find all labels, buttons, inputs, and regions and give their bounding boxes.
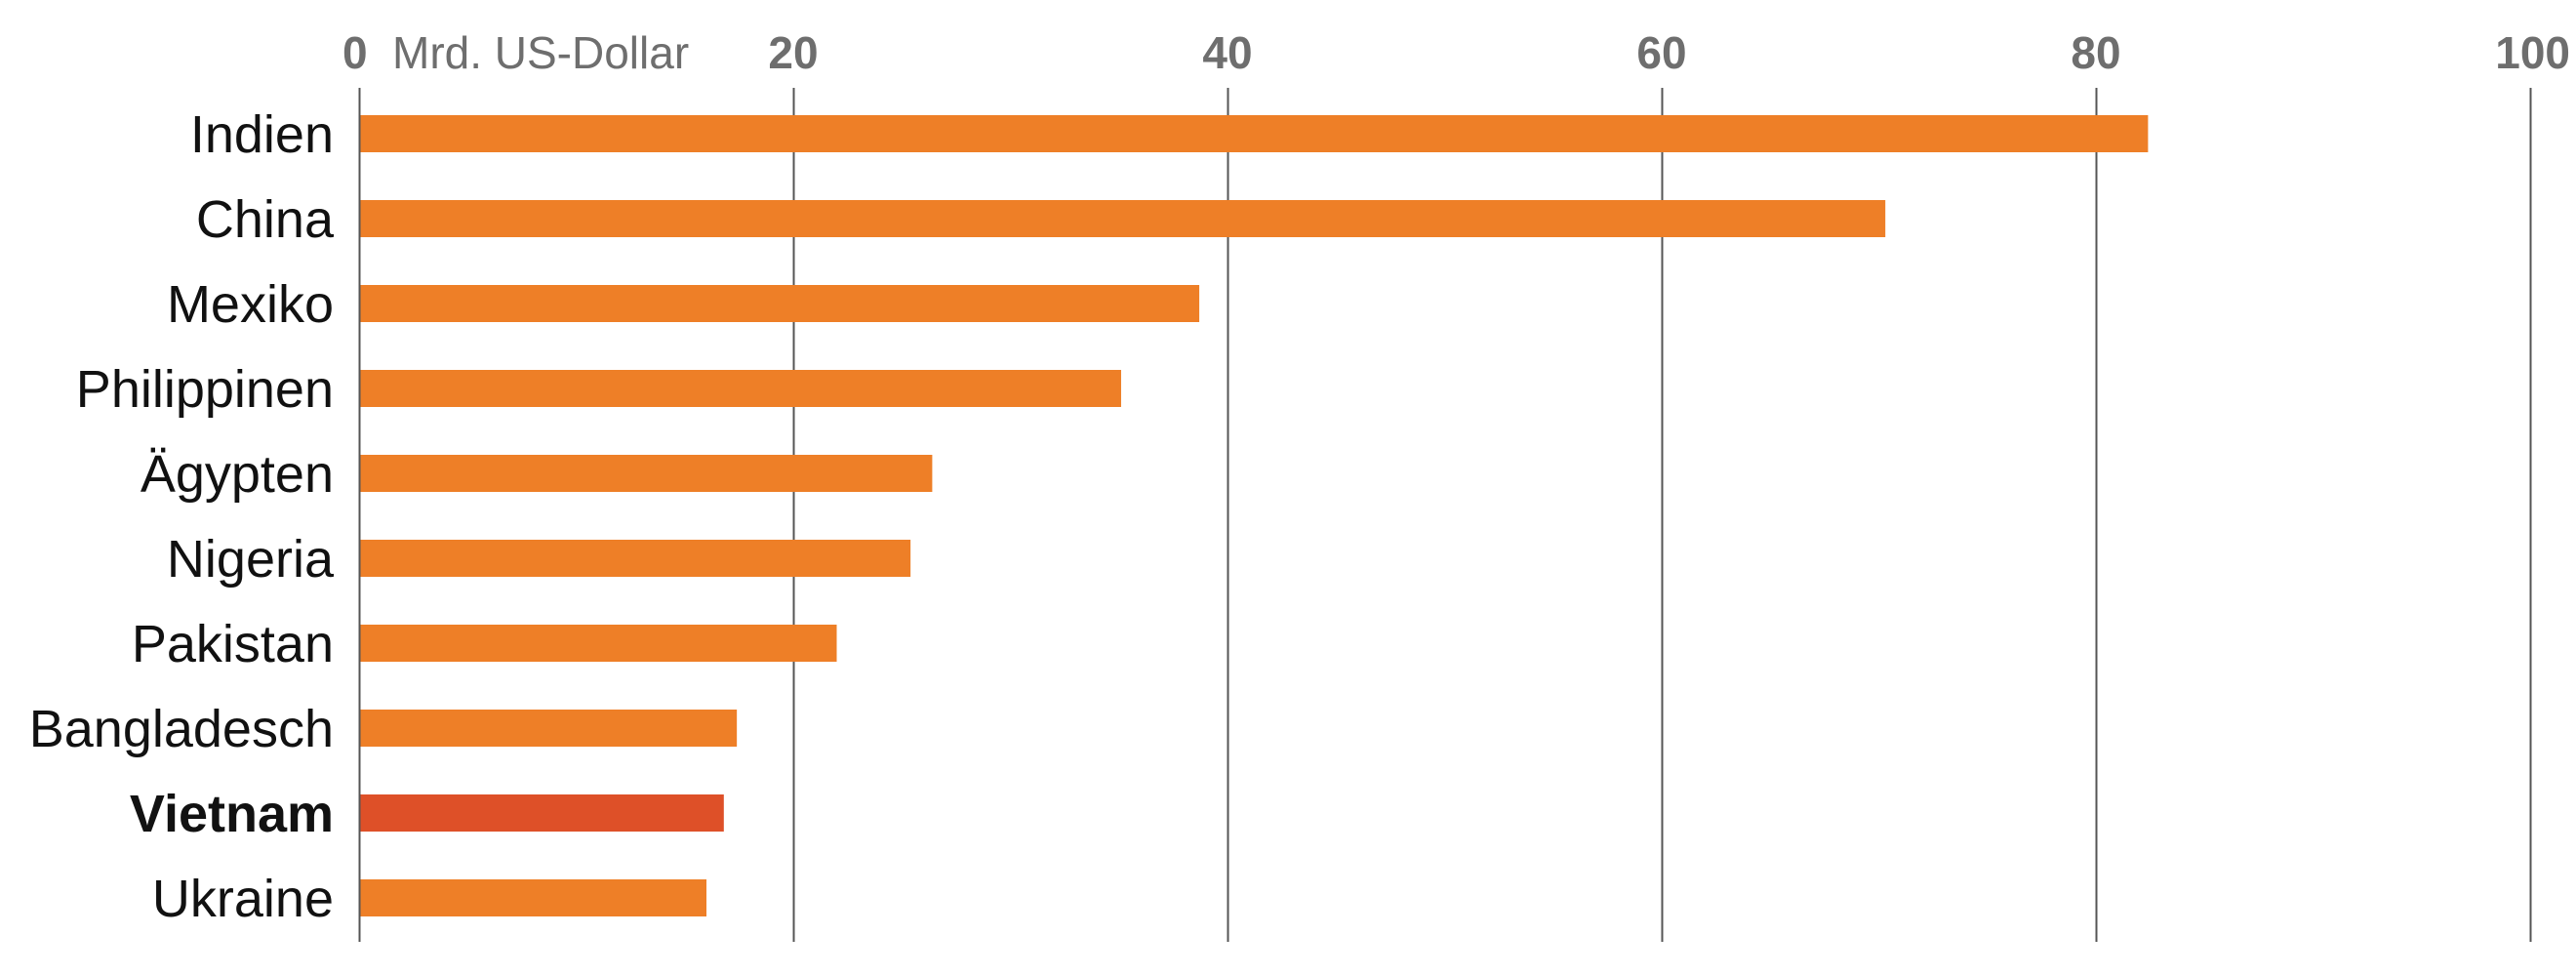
category-label-mexiko: Mexiko xyxy=(167,275,334,334)
bar-ägypten xyxy=(359,455,933,492)
x-tick-label-20: 20 xyxy=(768,27,818,78)
category-label-philippinen: Philippinen xyxy=(76,360,334,419)
bar-mexiko xyxy=(359,285,1200,322)
x-axis-ticks: 0 20 40 60 80 100 xyxy=(342,27,2570,78)
bar-philippinen xyxy=(359,370,1121,407)
x-tick-label-60: 60 xyxy=(1636,27,1686,78)
bar-ukraine xyxy=(359,879,706,916)
category-label-ägypten: Ägypten xyxy=(141,445,334,504)
bar-bangladesch xyxy=(359,710,738,747)
unit-label: Mrd. US-Dollar xyxy=(392,27,689,78)
category-label-nigeria: Nigeria xyxy=(167,530,335,589)
bar-pakistan xyxy=(359,625,837,662)
x-tick-label-0: 0 xyxy=(342,27,368,78)
category-label-pakistan: Pakistan xyxy=(132,615,334,673)
category-label-indien: Indien xyxy=(190,105,334,164)
bar-indien xyxy=(359,115,2149,152)
x-tick-label-80: 80 xyxy=(2071,27,2120,78)
bars xyxy=(359,115,2149,916)
category-label-china: China xyxy=(196,190,335,249)
bar-china xyxy=(359,200,1886,237)
category-label-vietnam: Vietnam xyxy=(130,785,334,843)
bar-vietnam xyxy=(359,794,724,832)
x-tick-label-100: 100 xyxy=(2495,27,2570,78)
category-label-bangladesch: Bangladesch xyxy=(29,700,334,758)
x-tick-label-40: 40 xyxy=(1202,27,1252,78)
category-label-ukraine: Ukraine xyxy=(152,870,334,928)
category-labels: Indien China Mexiko Philippinen Ägypten Niger… xyxy=(29,105,335,928)
bar-nigeria xyxy=(359,540,911,577)
